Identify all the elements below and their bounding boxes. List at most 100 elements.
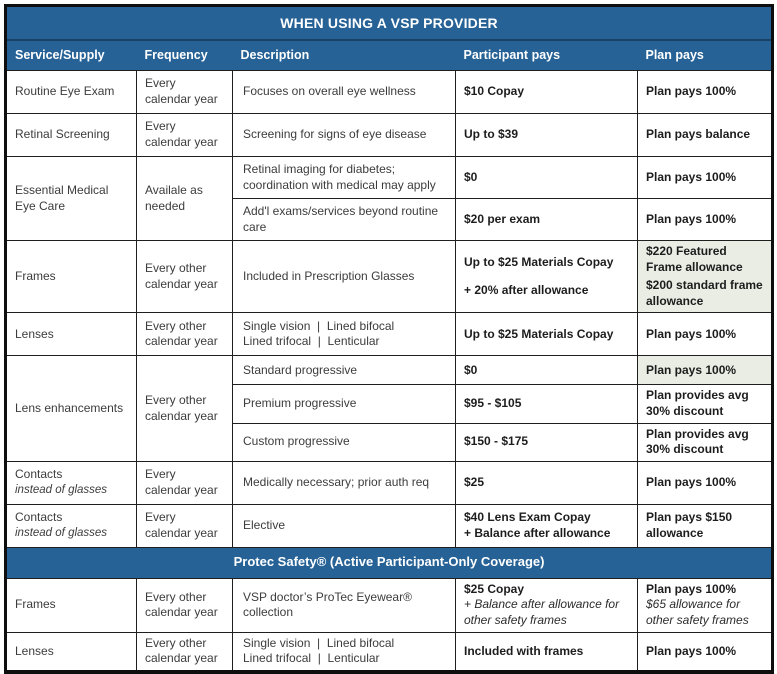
participant-pays-line1: $40 Lens Exam Copay xyxy=(464,510,591,525)
cell-participant-pays: $40 Lens Exam Copay + Balance after allo… xyxy=(455,503,638,548)
table-row: WHEN USING A VSP PROVIDER xyxy=(5,5,773,41)
cell-description: Screening for signs of eye disease xyxy=(232,113,456,157)
cell-frequency: Every other calendar year xyxy=(136,631,233,673)
service-note: instead of glasses xyxy=(15,484,108,497)
participant-pays-note: + Balance after allowance for other safe… xyxy=(464,597,620,628)
cell-description: Retinal imaging for diabetes; coordinati… xyxy=(232,156,456,199)
cell-plan-pays: Plan pays $150 allowance xyxy=(636,503,774,548)
cell-participant-pays: Up to $25 Materials Copay + 20% after al… xyxy=(455,239,638,314)
cell-plan-pays: Plan pays 100% xyxy=(636,312,774,357)
table-title: WHEN USING A VSP PROVIDER xyxy=(5,5,773,41)
column-header-service: Service/Supply xyxy=(5,40,137,71)
cell-description: Standard progressive xyxy=(232,355,456,386)
cell-participant-pays: $10 Copay xyxy=(455,70,638,114)
description-line2: Lined trifocal | Lenticular xyxy=(243,651,380,666)
row-frames: Frames Every other calendar year Include… xyxy=(5,239,774,314)
cell-service: Lens enhancements xyxy=(5,355,137,462)
section-title: Protec Safety® (Active Participant-Only … xyxy=(5,547,773,579)
cell-plan-pays: Plan pays 100% xyxy=(636,631,774,673)
plan-pays-note: $65 allowance for other safety frames xyxy=(646,597,749,628)
cell-plan-pays: Plan pays balance xyxy=(636,113,774,157)
cell-service: Contacts instead of glasses xyxy=(5,460,137,505)
service-label: Contacts xyxy=(15,467,63,482)
cell-participant-pays: $0 xyxy=(455,156,638,199)
cell-plan-pays-highlighted: $220 Featured Frame allowance $200 stand… xyxy=(636,239,774,314)
cell-service: Frames xyxy=(5,577,137,633)
cell-description: Included in Prescription Glasses xyxy=(232,239,456,314)
cell-frequency: Every calendar year xyxy=(136,113,233,157)
row-safety-lenses: Lenses Every other calendar year Single … xyxy=(5,631,774,673)
row-routine-eye-exam: Routine Eye Exam Every calendar year Foc… xyxy=(5,70,774,114)
column-header-description: Description xyxy=(232,40,456,71)
row-section-header: Protec Safety® (Active Participant-Only … xyxy=(5,547,773,579)
column-header-frequency: Frequency xyxy=(136,40,233,71)
cell-frequency: Every calendar year xyxy=(136,503,233,548)
cell-plan-pays: Plan pays 100% xyxy=(636,198,774,241)
cell-participant-pays: $20 per exam xyxy=(455,198,638,241)
cell-plan-pays: Plan provides avg 30% discount xyxy=(636,384,774,424)
table-header-row: Service/Supply Frequency Description Par… xyxy=(5,40,773,71)
cell-frequency: Every calendar year xyxy=(136,460,233,505)
cell-plan-pays: Plan provides avg 30% discount xyxy=(636,422,774,462)
row-contacts-elective: Contacts instead of glasses Every calend… xyxy=(5,503,774,548)
row-lenses: Lenses Every other calendar year Single … xyxy=(5,312,774,357)
cell-description: Single vision | Lined bifocal Lined trif… xyxy=(232,631,456,673)
row-essential-medical-2: Add'l exams/services beyond routine care… xyxy=(6,198,774,241)
row-safety-frames: Frames Every other calendar year VSP doc… xyxy=(5,577,774,633)
vsp-benefits-table: WHEN USING A VSP PROVIDER Service/Supply… xyxy=(4,4,775,674)
cell-frequency: Every other calendar year xyxy=(136,355,233,462)
cell-plan-pays: Plan pays 100% xyxy=(636,460,774,505)
cell-participant-pays: $25 Copay + Balance after allowance for … xyxy=(455,577,638,633)
cell-description: Add'l exams/services beyond routine care xyxy=(232,198,456,241)
row-lens-enhancements-3: Custom progressive $150 - $175 Plan prov… xyxy=(6,422,774,462)
column-header-participant-pays: Participant pays xyxy=(455,40,638,71)
cell-participant-pays: Up to $25 Materials Copay xyxy=(455,312,638,357)
plan-pays-line2: $200 standard frame allowance xyxy=(646,278,763,308)
cell-participant-pays: $25 xyxy=(455,460,638,505)
participant-pays-line1: Up to $25 Materials Copay xyxy=(464,255,614,270)
cell-service: Contacts instead of glasses xyxy=(5,503,137,548)
cell-service: Lenses xyxy=(5,312,137,357)
description-line1: Single vision | Lined bifocal xyxy=(243,318,395,333)
service-label: Contacts xyxy=(15,510,63,525)
cell-description: Custom progressive xyxy=(232,422,456,462)
cell-frequency: Every other calendar year xyxy=(136,312,233,357)
cell-description: Single vision | Lined bifocal Lined trif… xyxy=(232,312,456,357)
cell-description: Elective xyxy=(232,503,456,548)
cell-participant-pays: Up to $39 xyxy=(455,113,638,157)
cell-service: Retinal Screening xyxy=(5,113,137,157)
description-line1: Single vision | Lined bifocal xyxy=(243,635,395,650)
cell-service: Frames xyxy=(5,239,137,314)
participant-pays-line2: + Balance after allowance xyxy=(464,525,611,540)
cell-participant-pays: $95 - $105 xyxy=(455,384,638,424)
row-retinal-screening: Retinal Screening Every calendar year Sc… xyxy=(5,113,774,157)
row-contacts-medical: Contacts instead of glasses Every calend… xyxy=(5,460,774,505)
cell-service: Essential Medical Eye Care xyxy=(5,156,137,241)
row-essential-medical-1: Essential Medical Eye Care Availale as n… xyxy=(5,156,774,241)
cell-description: VSP doctor’s ProTec Eyewear® collection xyxy=(232,577,456,633)
column-header-plan-pays: Plan pays xyxy=(637,40,773,71)
cell-participant-pays: $0 xyxy=(455,355,638,386)
cell-participant-pays: $150 - $175 xyxy=(455,422,638,462)
cell-service: Lenses xyxy=(5,631,137,673)
cell-frequency: Availale as needed xyxy=(136,156,233,241)
participant-pays-line2: + 20% after allowance xyxy=(464,282,589,297)
cell-description: Premium progressive xyxy=(232,384,456,424)
participant-pays-line1: $25 Copay xyxy=(464,581,525,596)
plan-pays-line1: Plan pays 100% xyxy=(646,581,737,596)
cell-frequency: Every other calendar year xyxy=(136,577,233,633)
cell-participant-pays: Included with frames xyxy=(455,631,638,673)
cell-description: Focuses on overall eye wellness xyxy=(232,70,456,114)
cell-plan-pays: Plan pays 100% xyxy=(636,156,774,199)
cell-frequency: Every other calendar year xyxy=(136,239,233,314)
cell-frequency: Every calendar year xyxy=(136,70,233,114)
cell-service: Routine Eye Exam xyxy=(5,70,137,114)
description-line2: Lined trifocal | Lenticular xyxy=(243,334,380,349)
row-lens-enhancements-2: Premium progressive $95 - $105 Plan prov… xyxy=(6,384,774,424)
cell-plan-pays-highlighted: Plan pays 100% xyxy=(636,355,774,386)
cell-plan-pays: Plan pays 100% xyxy=(636,70,774,114)
cell-description: Medically necessary; prior auth req xyxy=(232,460,456,505)
cell-plan-pays: Plan pays 100% $65 allowance for other s… xyxy=(636,577,774,633)
row-lens-enhancements-1: Lens enhancements Every other calendar y… xyxy=(5,355,774,462)
service-note: instead of glasses xyxy=(15,527,108,540)
